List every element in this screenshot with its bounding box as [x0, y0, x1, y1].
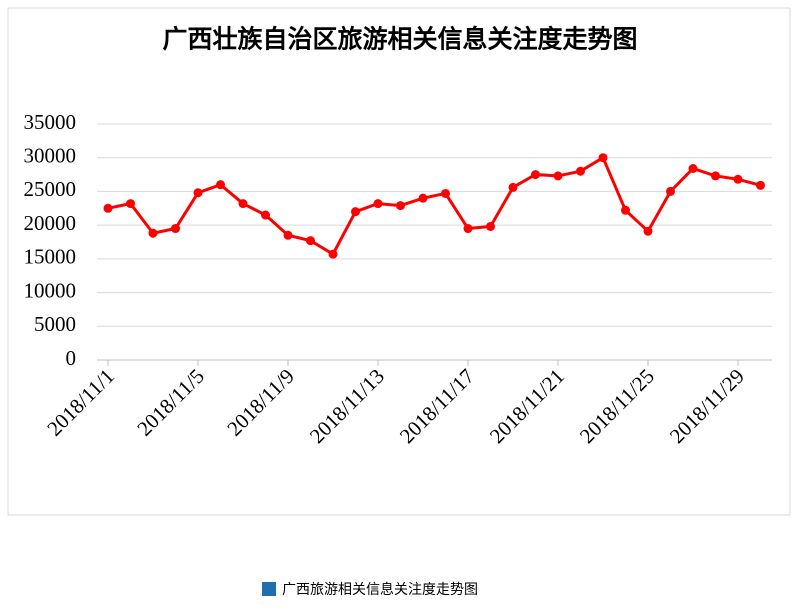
data-point [553, 171, 563, 181]
data-point [373, 199, 383, 209]
data-point [126, 199, 135, 209]
data-point [396, 201, 405, 211]
data-point [508, 182, 518, 192]
data-point [261, 210, 270, 220]
data-point [688, 164, 698, 174]
data-point [103, 203, 113, 213]
data-point [148, 228, 158, 238]
data-point [283, 230, 293, 240]
y-tick-label: 10000 [24, 278, 77, 302]
chart-frame [7, 7, 791, 516]
data-point [666, 186, 675, 196]
data-point [351, 207, 360, 217]
data-point [216, 180, 225, 190]
y-tick-label: 35000 [24, 110, 77, 134]
y-tick-label: 20000 [24, 211, 77, 235]
data-point [238, 199, 248, 209]
data-point [576, 166, 585, 176]
caption: 广西旅游相关信息关注度走势图 [282, 581, 478, 598]
data-point [486, 221, 495, 231]
y-tick-label: 5000 [34, 312, 76, 336]
data-point [441, 188, 450, 198]
data-point [193, 188, 203, 198]
y-tick-label: 30000 [24, 144, 77, 168]
data-point [306, 236, 315, 246]
data-point [598, 153, 608, 163]
data-point [621, 205, 630, 215]
data-point [328, 249, 338, 259]
data-point [418, 193, 428, 203]
y-tick-label: 0 [66, 346, 77, 370]
data-point [463, 224, 473, 234]
data-point [756, 180, 765, 190]
data-point [643, 226, 653, 236]
y-tick-label: 15000 [24, 245, 77, 269]
data-point [531, 170, 540, 180]
y-tick-label: 25000 [24, 177, 77, 201]
data-point [733, 174, 743, 184]
data-point [171, 224, 180, 234]
data-point [711, 171, 720, 181]
caption-marker [262, 582, 276, 596]
chart-title: 广西壮族自治区旅游相关信息关注度走势图 [162, 25, 637, 54]
